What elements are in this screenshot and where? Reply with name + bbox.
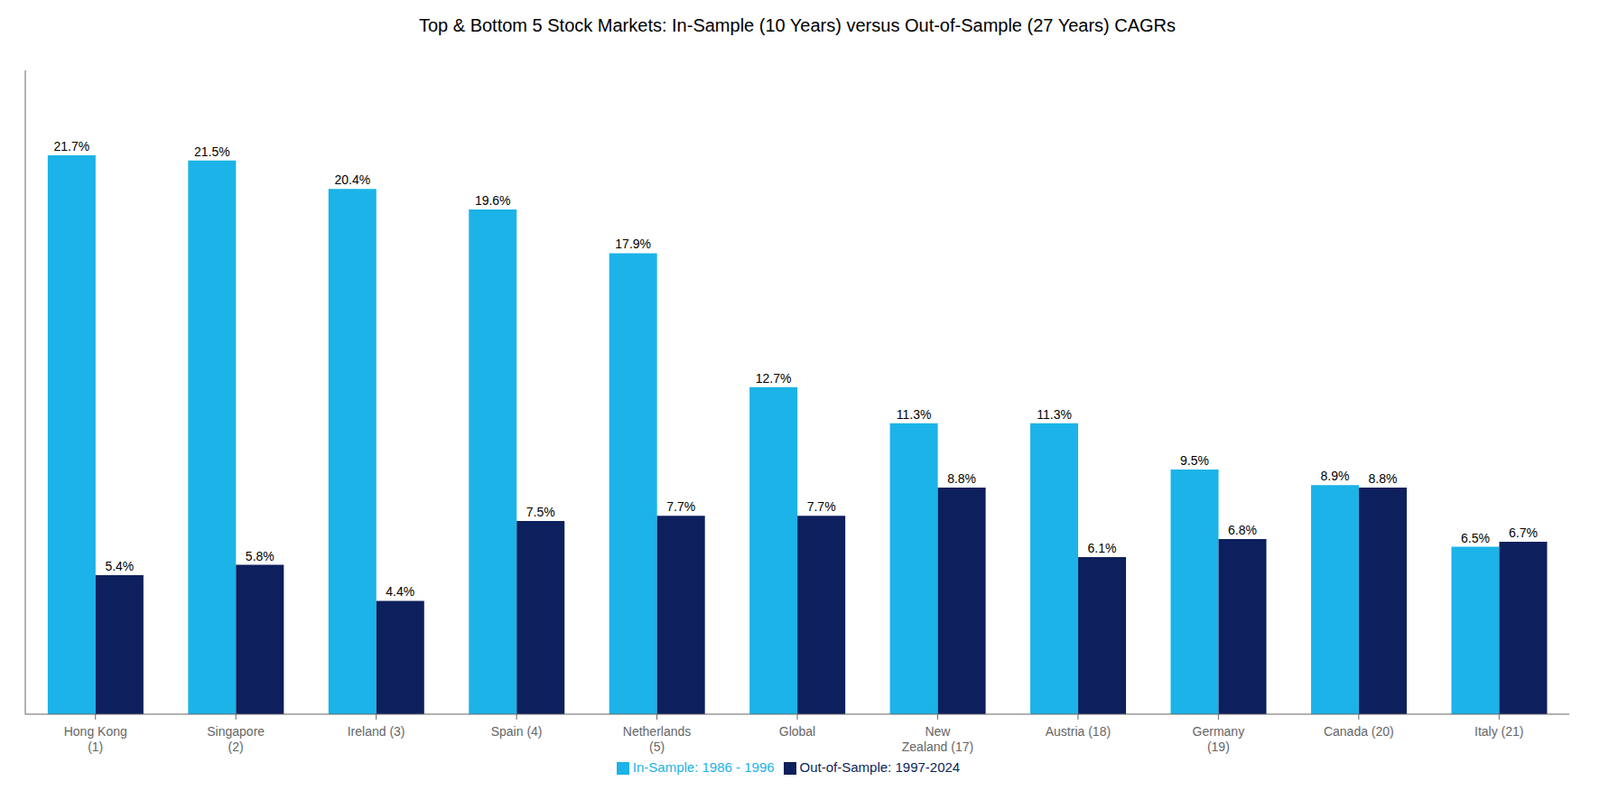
html-text:In-Sample: 1986 - 1996: In-Sample: 1986 - 1996 (632, 759, 775, 775)
svg-text:6.5%: 6.5% (1460, 530, 1490, 546)
svg-text:Hong Kong(1): Hong Kong(1) (64, 724, 128, 754)
svg-text:11.3%: 11.3% (896, 407, 932, 422)
svg-text:Netherlands(5): Netherlands(5) (623, 724, 692, 754)
svg-text:Austria (18): Austria (18) (1045, 724, 1111, 739)
svg-text:4.4%: 4.4% (385, 584, 415, 599)
svg-text:5.8%: 5.8% (245, 548, 275, 564)
svg-text:19.6%: 19.6% (474, 193, 512, 208)
svg-text:7.5%: 7.5% (526, 504, 556, 520)
html-text:Top & Bottom 5 Stock Markets:: Top & Bottom 5 Stock Markets: In-Sample … (418, 15, 1176, 36)
svg-text:12.7%: 12.7% (755, 371, 792, 386)
svg-text:17.9%: 17.9% (614, 236, 652, 252)
svg-text:Germany(19): Germany(19) (1192, 724, 1246, 754)
svg-text:Singapore(2): Singapore(2) (206, 724, 265, 754)
svg-text:7.7%: 7.7% (807, 499, 837, 514)
svg-text:Italy (21): Italy (21) (1474, 724, 1524, 739)
svg-text:7.7%: 7.7% (666, 499, 696, 514)
svg-text:6.7%: 6.7% (1508, 525, 1538, 540)
svg-text:Global: Global (779, 724, 816, 739)
svg-text:6.1%: 6.1% (1088, 540, 1117, 556)
svg-text:NewZealand (17): NewZealand (17) (902, 724, 974, 754)
svg-text:8.8%: 8.8% (1368, 471, 1398, 486)
svg-text:21.5%: 21.5% (194, 144, 231, 159)
svg-text:8.8%: 8.8% (947, 471, 977, 486)
svg-text:Ireland (3): Ireland (3) (347, 724, 406, 739)
svg-text:6.8%: 6.8% (1227, 522, 1257, 538)
svg-text:Canada (20): Canada (20) (1323, 724, 1395, 739)
svg-text:21.7%: 21.7% (54, 139, 91, 154)
html-text:Out-of-Sample: 1997-2024: Out-of-Sample: 1997-2024 (799, 759, 960, 775)
svg-text:8.9%: 8.9% (1320, 468, 1350, 484)
svg-text:20.4%: 20.4% (334, 172, 371, 187)
svg-text:11.3%: 11.3% (1036, 407, 1072, 422)
svg-text:Spain (4): Spain (4) (491, 724, 543, 739)
svg-text:9.5%: 9.5% (1180, 453, 1210, 468)
svg-text:5.4%: 5.4% (104, 558, 134, 574)
